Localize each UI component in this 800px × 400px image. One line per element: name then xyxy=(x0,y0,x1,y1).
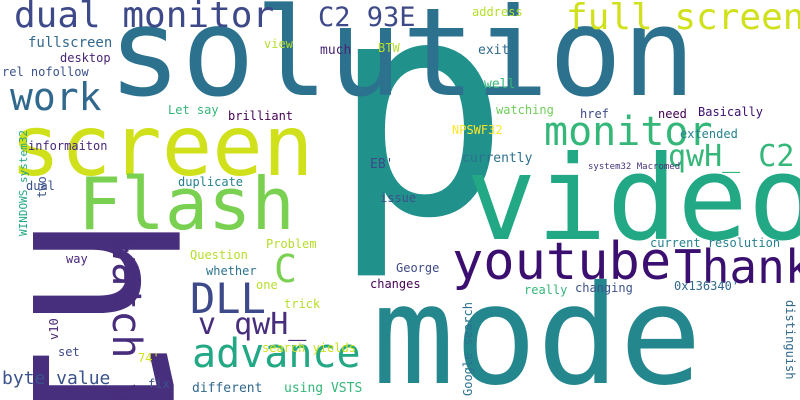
word: BTW xyxy=(378,42,400,54)
word: dual monitor xyxy=(14,0,274,34)
word: Let say xyxy=(168,104,219,116)
word: brilliant xyxy=(228,110,293,122)
word: informaiton xyxy=(28,140,107,152)
word: exit xyxy=(478,44,509,57)
word: changes xyxy=(370,278,421,290)
word: much xyxy=(320,44,351,57)
word: watch v xyxy=(106,238,146,400)
word: changing xyxy=(575,282,633,294)
word: two xyxy=(36,176,48,198)
word: view xyxy=(264,38,293,50)
word: extended xyxy=(680,128,738,140)
word: need xyxy=(658,108,687,120)
word: rel nofollow xyxy=(2,66,89,78)
word: distinguish xyxy=(784,300,796,379)
word: C2 93E xyxy=(318,4,416,31)
word: byte value xyxy=(2,370,110,388)
word: desktop xyxy=(60,52,111,64)
word: whether xyxy=(206,265,257,277)
word: EB' xyxy=(370,158,393,171)
word: qwH_ C2 xyxy=(668,142,794,172)
word: search yields xyxy=(262,342,356,354)
word: youtube xyxy=(452,236,671,288)
word: one xyxy=(256,279,278,291)
word: v10 xyxy=(48,318,60,340)
word: duplicate xyxy=(178,176,243,188)
word: trick xyxy=(284,298,320,310)
word: Question xyxy=(190,249,248,261)
word: set xyxy=(58,346,80,358)
word: watching xyxy=(496,104,554,116)
word: WINDOWS system32 xyxy=(18,130,29,236)
word: 0x136340' xyxy=(674,280,739,292)
word: Basically xyxy=(698,106,763,118)
word: issue xyxy=(380,192,416,204)
word: work xyxy=(10,78,102,116)
word: way xyxy=(66,253,88,265)
word: Google search xyxy=(462,302,474,396)
word: different xyxy=(192,382,262,395)
word: href xyxy=(580,108,609,120)
word: using VSTS xyxy=(284,382,362,395)
word: currently xyxy=(462,152,532,165)
word: current resolution xyxy=(650,237,780,249)
word: well xyxy=(484,78,515,91)
word: really xyxy=(524,284,567,296)
word: fullscreen xyxy=(28,36,112,50)
word: full screen xyxy=(566,0,800,36)
word: NPSWF32 xyxy=(452,124,503,136)
word: 74' xyxy=(138,352,160,364)
word: George xyxy=(396,262,439,274)
word: Problem xyxy=(266,238,317,250)
word: fix xyxy=(148,378,170,390)
word: system32 Macromed xyxy=(588,163,680,172)
word: v qwH_ xyxy=(198,310,306,340)
word: address xyxy=(472,6,523,18)
